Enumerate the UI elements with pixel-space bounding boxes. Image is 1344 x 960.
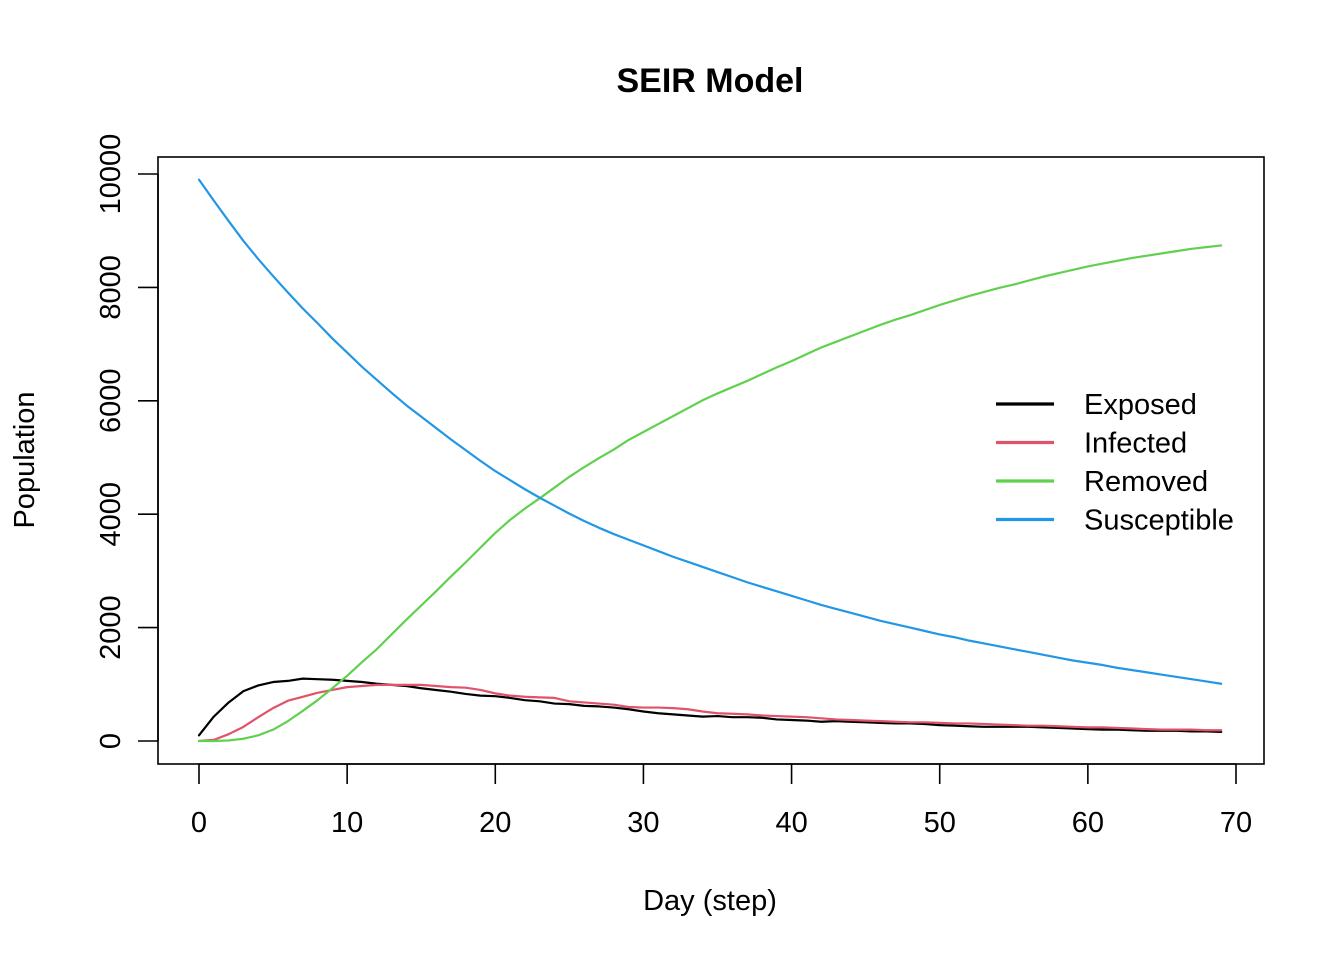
series-line-exposed xyxy=(197,677,1223,737)
x-tick-label: 0 xyxy=(191,807,207,839)
x-axis-label: Day (step) xyxy=(643,885,777,917)
series-line-infected xyxy=(197,683,1223,743)
y-axis: 0 2000 4000 6000 8000 10000 xyxy=(95,134,159,749)
x-tick-label: 10 xyxy=(331,807,363,839)
x-tick-label: 40 xyxy=(775,807,807,839)
legend-label-infected: Infected xyxy=(1084,428,1187,460)
y-tick-label: 2000 xyxy=(95,595,127,660)
x-tick-label: 20 xyxy=(479,807,511,839)
x-axis: 0 10 20 30 40 50 60 70 xyxy=(191,763,1252,839)
x-tick-label: 50 xyxy=(924,807,956,839)
series-line-susceptible xyxy=(197,178,1223,685)
legend: Exposed Infected Removed Susceptible xyxy=(996,389,1234,537)
x-tick-label: 30 xyxy=(627,807,659,839)
x-tick-label: 70 xyxy=(1220,807,1252,839)
series-line-removed xyxy=(197,244,1223,743)
y-tick-label: 0 xyxy=(95,733,127,749)
legend-label-susceptible: Susceptible xyxy=(1084,505,1234,537)
y-tick-label: 4000 xyxy=(95,482,127,547)
y-axis-label: Population xyxy=(9,391,41,528)
y-tick-label: 6000 xyxy=(95,369,127,434)
y-tick-label: 10000 xyxy=(95,134,127,215)
chart-title: SEIR Model xyxy=(616,62,803,100)
x-tick-label: 60 xyxy=(1072,807,1104,839)
y-tick-label: 8000 xyxy=(95,255,127,320)
plot-frame xyxy=(157,156,1265,765)
series-lines xyxy=(197,178,1223,743)
legend-label-exposed: Exposed xyxy=(1084,389,1197,421)
legend-label-removed: Removed xyxy=(1084,466,1208,498)
